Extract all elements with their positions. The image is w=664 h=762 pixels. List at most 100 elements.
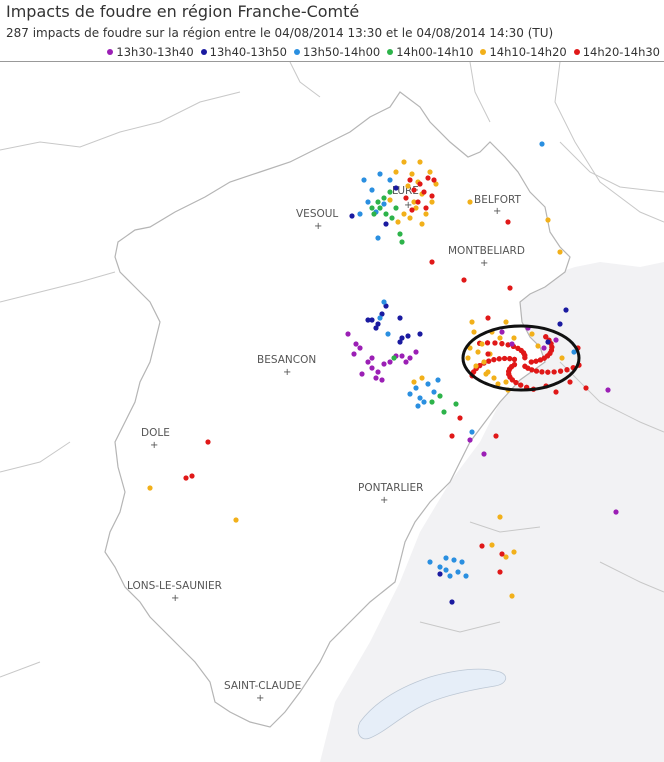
lightning-strike-dot [417, 159, 423, 165]
lightning-strike-dot [379, 311, 385, 317]
lightning-strike-dot [613, 509, 619, 515]
legend-dot-icon [387, 49, 394, 55]
lightning-strike-dot [233, 517, 239, 523]
lightning-strike-dot [559, 355, 565, 361]
lightning-strike-dot [471, 329, 477, 335]
lightning-strike-dot [537, 357, 544, 363]
city-markers: VESOUL + LURE + BELFORT + MONTBELIARD + … [127, 185, 525, 704]
lightning-strike-dot [543, 334, 549, 340]
lightning-strike-dot [411, 199, 417, 205]
legend-item-6: 14h20-14h30 [573, 45, 660, 59]
lightning-strike-dot [413, 205, 419, 211]
lightning-strike-dot [499, 341, 505, 347]
lightning-strike-dot [425, 175, 431, 181]
lightning-strike-dot [427, 169, 433, 175]
lightning-strike-dot [506, 371, 512, 377]
lightning-strike-dot [465, 355, 471, 361]
lightning-strikes [147, 141, 619, 605]
lightning-strike-dot [407, 215, 413, 221]
lightning-strike-dot [373, 325, 379, 331]
lightning-strike-dot [533, 368, 540, 374]
lightning-strike-dot [419, 375, 425, 381]
lightning-strike-dot [457, 415, 463, 421]
lightning-strike-dot [553, 337, 559, 343]
lightning-strike-dot [605, 387, 611, 393]
lightning-strike-dot [511, 356, 518, 362]
lightning-strike-dot [409, 207, 415, 213]
lightning-strike-dot [361, 177, 367, 183]
lightning-strike-dot [528, 359, 534, 365]
lightning-strike-dot [407, 391, 413, 397]
lightning-strike-dot [375, 199, 381, 205]
lightning-strike-dot [557, 321, 563, 327]
lightning-strike-dot [553, 389, 559, 395]
lightning-strike-dot [387, 177, 393, 183]
lightning-strike-dot [417, 181, 423, 187]
lightning-strike-dot [518, 382, 524, 388]
lightning-strike-dot [407, 177, 413, 183]
lightning-strike-dot [485, 315, 491, 321]
lightning-strike-dot [431, 389, 437, 395]
lightning-strike-dot [377, 171, 383, 177]
legend-label: 14h00-14h10 [396, 45, 474, 59]
lightning-strike-dot [507, 366, 513, 372]
lightning-strike-dot [403, 359, 409, 365]
lightning-strike-dot [469, 429, 475, 435]
lightning-strike-dot [453, 401, 459, 407]
city-label-pontarlier: PONTARLIER [358, 482, 423, 494]
lightning-strike-dot [545, 217, 551, 223]
city-label-besancon: BESANCON [257, 354, 316, 366]
city-cross-icon: + [404, 200, 412, 211]
lightning-strike-dot [459, 559, 465, 565]
lightning-strike-dot [463, 573, 469, 579]
lightning-strike-dot [405, 333, 411, 339]
lightning-strike-dot [381, 201, 387, 207]
lightning-strike-dot [449, 433, 455, 439]
lightning-strike-dot [419, 221, 425, 227]
lightning-strike-dot [499, 551, 505, 557]
lightning-strike-dot [443, 567, 449, 573]
lightning-strike-dot [437, 571, 443, 577]
lightning-strike-dot [381, 361, 387, 367]
lightning-strike-dot [451, 557, 457, 563]
lightning-strike-dot [583, 385, 589, 391]
lightning-strike-dot [479, 543, 485, 549]
lightning-strike-dot [503, 379, 509, 385]
lightning-strike-dot [405, 183, 411, 189]
lightning-strike-dot [493, 433, 499, 439]
lightning-strike-dot [495, 381, 501, 387]
lightning-strike-dot [491, 357, 497, 363]
map-subtitle: 287 impacts de foudre sur la région entr… [6, 26, 554, 40]
lightning-strike-dot [551, 369, 557, 375]
lightning-strike-dot [539, 141, 545, 147]
lightning-strike-dot [529, 367, 535, 373]
time-legend: 13h30-13h40 13h40-13h50 13h50-14h00 14h0… [107, 45, 660, 59]
lightning-strike-dot [387, 197, 393, 203]
lightning-strike-dot [461, 277, 467, 283]
lightning-strike-dot [409, 171, 415, 177]
lightning-strike-dot [475, 349, 481, 355]
lightning-strike-dot [391, 355, 397, 361]
lightning-strike-dot [545, 369, 551, 375]
lightning-strike-dot [509, 593, 515, 599]
lightning-strike-dot [481, 359, 487, 365]
lightning-strike-dot [503, 319, 509, 325]
lightning-strike-dot [443, 555, 449, 561]
lightning-strike-dot [351, 351, 357, 357]
lightning-strike-dot [522, 355, 528, 361]
legend-item-5: 14h10-14h20 [480, 45, 567, 59]
legend-dot-icon [107, 49, 114, 55]
lightning-strike-dot [189, 473, 195, 479]
lightning-strike-dot [431, 177, 437, 183]
lightning-strike-dot [375, 235, 381, 241]
lightning-strike-dot [413, 385, 419, 391]
city-label-lure: LURE [392, 185, 419, 197]
lightning-strike-dot [359, 371, 365, 377]
city-cross-icon: + [171, 593, 179, 604]
legend-item-3: 13h50-14h00 [293, 45, 380, 59]
city-cross-icon: + [493, 206, 501, 217]
lightning-strike-dot [415, 199, 421, 205]
lightning-strike-dot [183, 475, 189, 481]
lightning-strike-dot [497, 569, 503, 575]
